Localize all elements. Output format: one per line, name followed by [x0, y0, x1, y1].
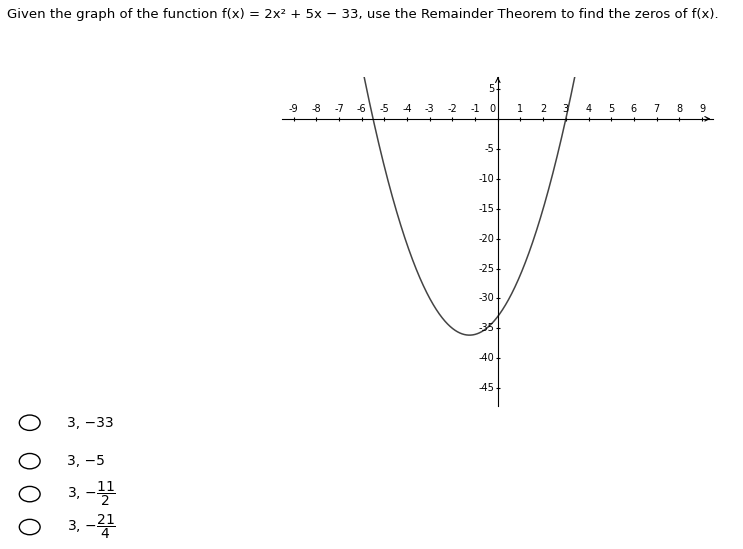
Text: -7: -7: [334, 104, 344, 114]
Text: -1: -1: [470, 104, 480, 114]
Text: 0: 0: [490, 104, 496, 114]
Text: 6: 6: [631, 104, 637, 114]
Text: -5: -5: [380, 104, 389, 114]
Text: 7: 7: [653, 104, 660, 114]
Text: -2: -2: [447, 104, 458, 114]
Text: 3, −5: 3, −5: [67, 454, 105, 468]
Text: 5: 5: [488, 84, 494, 94]
Text: -15: -15: [478, 204, 494, 214]
Text: -35: -35: [478, 323, 494, 333]
Text: 8: 8: [676, 104, 682, 114]
Text: 5: 5: [608, 104, 614, 114]
Text: 3: 3: [562, 104, 569, 114]
Text: -9: -9: [289, 104, 299, 114]
Text: 3, −33: 3, −33: [67, 416, 114, 430]
Text: -4: -4: [402, 104, 412, 114]
Text: -25: -25: [478, 264, 494, 273]
Text: -3: -3: [425, 104, 435, 114]
Text: -10: -10: [478, 173, 494, 184]
Text: -40: -40: [478, 354, 494, 363]
Text: -20: -20: [478, 233, 494, 244]
Text: -8: -8: [311, 104, 321, 114]
Text: 3, $-\dfrac{21}{4}$: 3, $-\dfrac{21}{4}$: [67, 513, 116, 541]
Text: -6: -6: [357, 104, 366, 114]
Text: -45: -45: [478, 383, 494, 393]
Text: -5: -5: [484, 144, 494, 154]
Text: 2: 2: [540, 104, 546, 114]
Text: -30: -30: [478, 294, 494, 304]
Text: 9: 9: [699, 104, 705, 114]
Text: 4: 4: [585, 104, 591, 114]
Text: Given the graph of the function f(x) = 2x² + 5x − 33, use the Remainder Theorem : Given the graph of the function f(x) = 2…: [7, 8, 723, 21]
Text: 1: 1: [517, 104, 524, 114]
Text: 3, $-\dfrac{11}{2}$: 3, $-\dfrac{11}{2}$: [67, 480, 116, 508]
